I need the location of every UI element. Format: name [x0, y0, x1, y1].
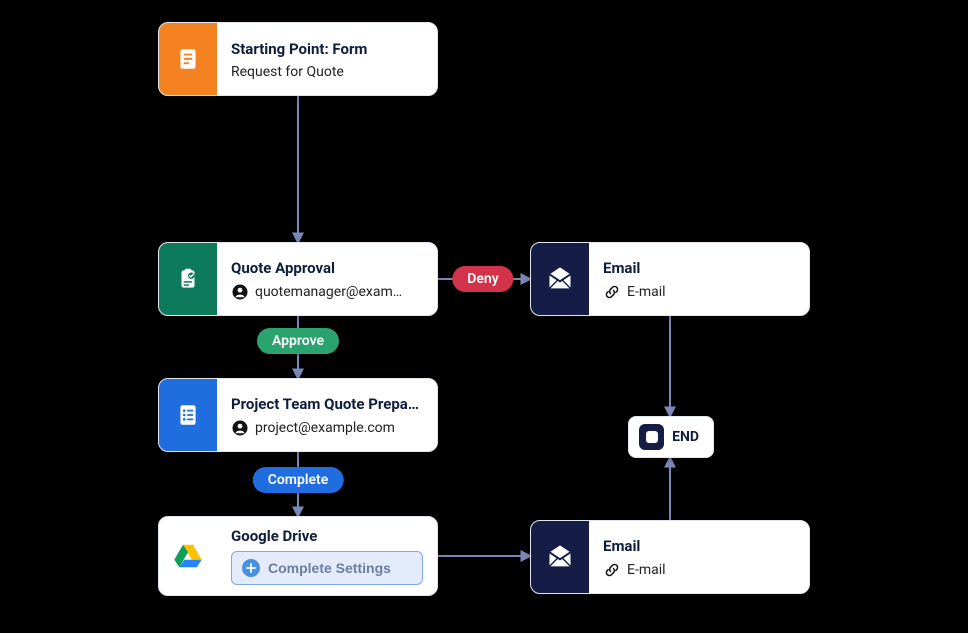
edge-label: Deny	[452, 266, 513, 292]
google-drive-icon	[159, 517, 217, 595]
edge-layer	[0, 0, 968, 633]
end-label: END	[672, 429, 699, 445]
node-subtitle: Request for Quote	[231, 64, 423, 80]
node-quote-approval[interactable]: Quote Approval quotemanager@exam…	[158, 242, 438, 316]
node-subtitle: E-mail	[603, 283, 795, 301]
edge-label: Approve	[257, 328, 339, 354]
plus-icon	[242, 559, 260, 577]
node-subtitle: E-mail	[603, 561, 795, 579]
node-title: Starting Point: Form	[231, 40, 423, 59]
node-end[interactable]: END	[628, 416, 714, 458]
node-start-form[interactable]: Starting Point: Form Request for Quote	[158, 22, 438, 96]
user-icon	[231, 283, 249, 301]
form-icon	[159, 23, 217, 95]
email-icon	[531, 243, 589, 315]
node-subtitle: project@example.com	[231, 419, 423, 437]
node-project-team-prep[interactable]: Project Team Quote Preparat… project@exa…	[158, 378, 438, 452]
node-title: Email	[603, 537, 795, 556]
node-subtitle: quotemanager@exam…	[231, 283, 423, 301]
link-icon	[603, 561, 621, 579]
list-task-icon	[159, 379, 217, 451]
user-icon	[231, 419, 249, 437]
end-icon	[639, 424, 664, 450]
link-icon	[603, 283, 621, 301]
node-title: Quote Approval	[231, 259, 423, 278]
node-google-drive[interactable]: Google Drive Complete Settings	[158, 516, 438, 596]
workflow-canvas: Starting Point: Form Request for Quote Q…	[0, 0, 968, 633]
email-icon	[531, 521, 589, 593]
node-title: Email	[603, 259, 795, 278]
node-title: Project Team Quote Preparat…	[231, 395, 423, 414]
complete-settings-button[interactable]: Complete Settings	[231, 551, 423, 585]
clipboard-check-icon	[159, 243, 217, 315]
node-title: Google Drive	[231, 527, 423, 546]
edge-label: Complete	[253, 467, 344, 493]
complete-settings-label: Complete Settings	[268, 560, 391, 576]
node-email-deny[interactable]: Email E-mail	[530, 242, 810, 316]
node-email-final[interactable]: Email E-mail	[530, 520, 810, 594]
